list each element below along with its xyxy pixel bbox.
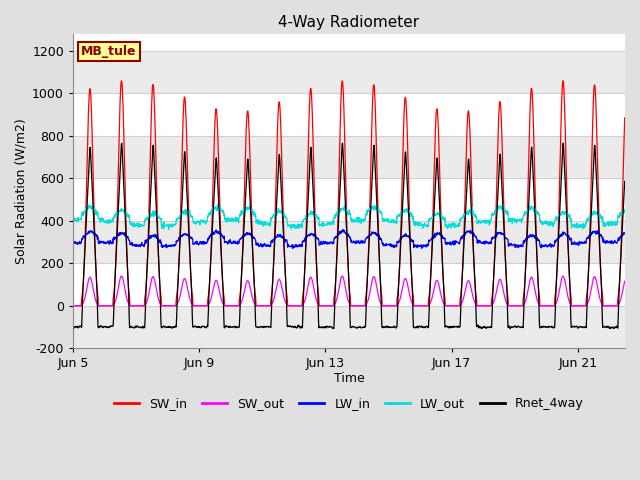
SW_in bbox=[69, 303, 77, 309]
Line: LW_out: LW_out bbox=[73, 204, 625, 229]
LW_out bbox=[117, 207, 125, 213]
SW_out bbox=[321, 303, 329, 309]
SW_in bbox=[559, 78, 567, 84]
Rnet_4way bbox=[278, 195, 285, 201]
LW_out bbox=[69, 217, 77, 223]
SW_in bbox=[268, 289, 276, 295]
Line: LW_in: LW_in bbox=[73, 229, 625, 248]
Rnet_4way bbox=[506, 326, 514, 332]
LW_out bbox=[214, 202, 221, 207]
Bar bbox=[73, 136, 625, 179]
LW_in bbox=[621, 231, 628, 237]
Line: SW_out: SW_out bbox=[73, 276, 625, 306]
Line: Rnet_4way: Rnet_4way bbox=[73, 143, 625, 329]
SW_out bbox=[559, 273, 567, 279]
LW_in bbox=[418, 245, 426, 251]
Rnet_4way bbox=[559, 140, 567, 146]
LW_out bbox=[278, 212, 286, 217]
LW_in bbox=[440, 236, 447, 241]
LW_in bbox=[321, 239, 329, 244]
LW_in bbox=[117, 230, 125, 236]
Bar bbox=[73, 221, 625, 263]
Y-axis label: Solar Radiation (W/m2): Solar Radiation (W/m2) bbox=[15, 118, 28, 264]
LW_in bbox=[278, 235, 285, 240]
LW_in bbox=[339, 227, 347, 232]
SW_out bbox=[621, 278, 628, 284]
Title: 4-Way Radiometer: 4-Way Radiometer bbox=[278, 15, 420, 30]
SW_in bbox=[321, 303, 329, 309]
SW_in bbox=[621, 115, 628, 120]
SW_out bbox=[278, 284, 285, 289]
LW_in bbox=[227, 239, 234, 244]
Bar bbox=[73, 306, 625, 348]
Legend: SW_in, SW_out, LW_in, LW_out, Rnet_4way: SW_in, SW_out, LW_in, LW_out, Rnet_4way bbox=[109, 392, 589, 415]
SW_out bbox=[268, 301, 276, 307]
Rnet_4way bbox=[321, 324, 329, 330]
LW_out bbox=[165, 227, 173, 232]
X-axis label: Time: Time bbox=[333, 372, 364, 384]
LW_in bbox=[268, 237, 276, 243]
LW_out bbox=[227, 216, 235, 222]
LW_out bbox=[621, 208, 628, 214]
SW_in bbox=[439, 266, 447, 272]
SW_in bbox=[227, 303, 234, 309]
Bar bbox=[73, 51, 625, 94]
Rnet_4way bbox=[69, 325, 77, 331]
LW_in bbox=[69, 240, 77, 246]
SW_out bbox=[117, 274, 125, 280]
Rnet_4way bbox=[117, 155, 125, 161]
Line: SW_in: SW_in bbox=[73, 81, 625, 306]
Rnet_4way bbox=[227, 324, 234, 330]
SW_out bbox=[439, 298, 447, 304]
LW_out bbox=[440, 216, 447, 222]
SW_out bbox=[69, 303, 77, 309]
Rnet_4way bbox=[439, 264, 447, 270]
Rnet_4way bbox=[621, 179, 628, 184]
Rnet_4way bbox=[268, 295, 276, 301]
SW_out bbox=[227, 303, 234, 309]
LW_out bbox=[322, 222, 330, 228]
SW_in bbox=[117, 84, 125, 90]
LW_out bbox=[269, 215, 276, 221]
Text: MB_tule: MB_tule bbox=[81, 45, 137, 58]
SW_in bbox=[278, 154, 285, 160]
